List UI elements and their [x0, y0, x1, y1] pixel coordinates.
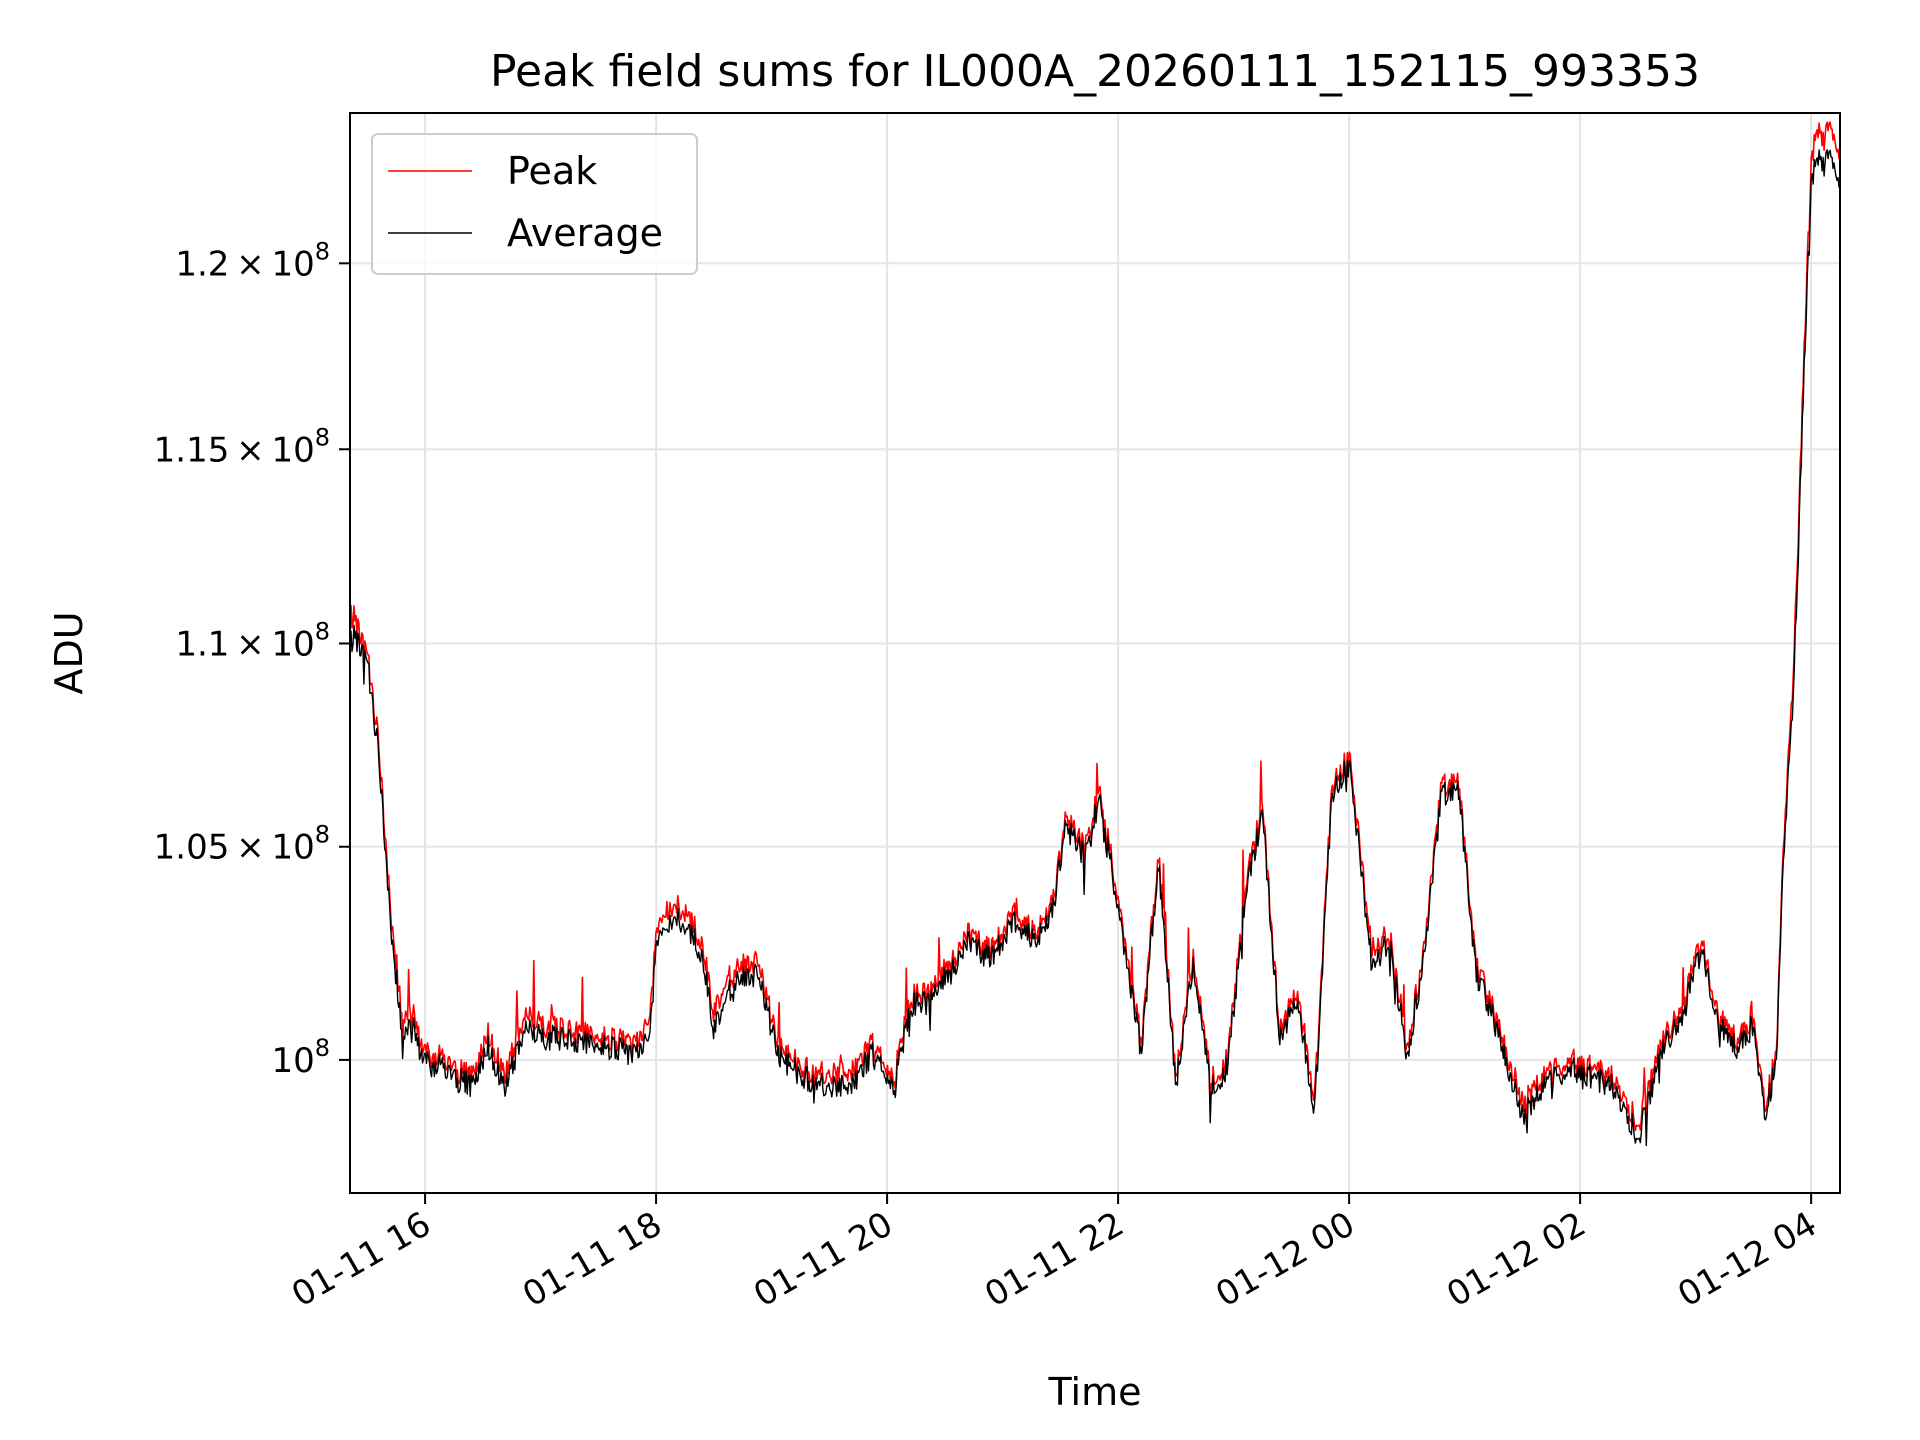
series-line-average: [350, 149, 1840, 1147]
legend-box: [371, 133, 698, 275]
y-tick-label: 1.1 × 108: [175, 617, 330, 664]
legend-label-average: Average: [507, 211, 663, 255]
y-axis-label: ADU: [47, 611, 91, 694]
y-axis-ticks: 108 1.05 × 108 1.1 × 108 1.15 × 108 1.2 × 10…: [154, 237, 350, 1081]
chart-title: Peak field sums for IL000A_20260111_1521…: [490, 46, 1700, 97]
x-axis-label: Time: [1048, 1370, 1142, 1414]
y-tick-label: 108: [271, 1034, 330, 1081]
legend: Peak Average: [371, 133, 698, 275]
y-tick-label: 1.2 × 108: [175, 237, 330, 284]
legend-label-peak: Peak: [507, 149, 597, 193]
plot-frame: [349, 112, 1841, 1194]
data-series: [350, 121, 1840, 1147]
y-tick-label: 1.05 × 108: [154, 821, 330, 868]
series-line-peak: [350, 121, 1840, 1135]
y-tick-label: 1.15 × 108: [154, 423, 330, 470]
